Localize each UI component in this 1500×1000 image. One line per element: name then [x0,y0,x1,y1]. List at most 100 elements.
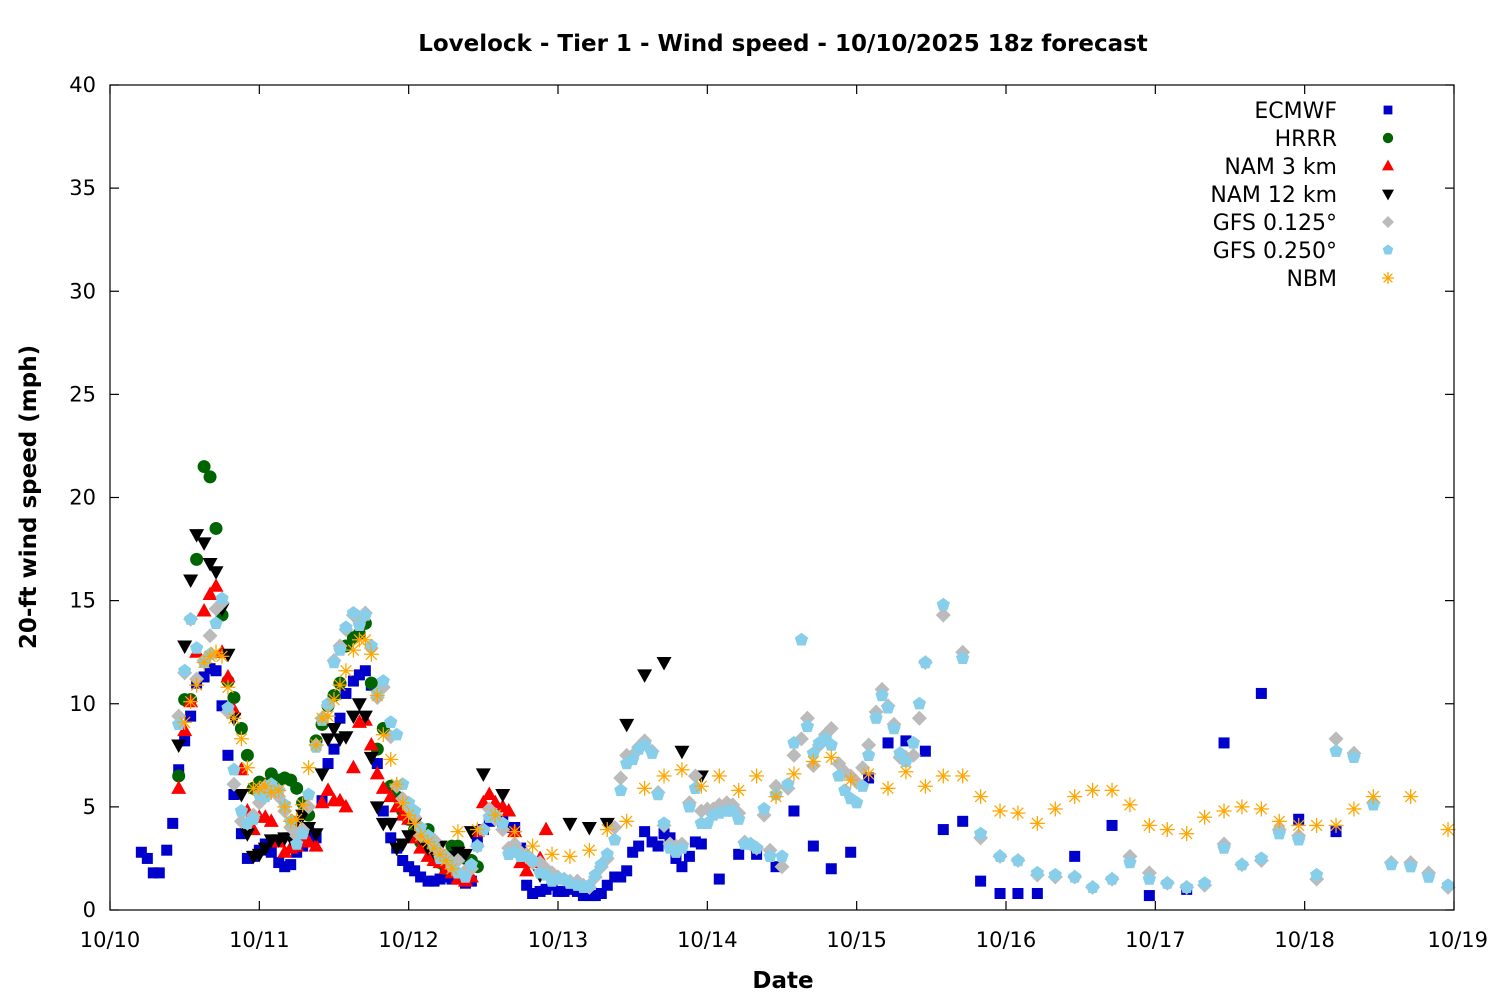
data-point [171,739,187,753]
data-point [333,643,347,656]
data-point [1366,797,1380,811]
data-point [295,809,311,824]
data-point [651,787,665,801]
data-point [469,822,485,838]
data-point [407,815,423,831]
data-point [167,817,179,829]
data-point [308,838,324,852]
data-point [246,812,260,825]
y-axis-label: 20-ft wind speed (mph) [16,345,42,649]
x-tick-label: 10/14 [677,928,738,952]
data-point [1030,865,1044,879]
data-point [687,768,703,784]
data-point [326,723,342,737]
data-point [390,727,404,741]
data-point [1047,801,1063,817]
data-point [1309,817,1325,833]
data-point [695,838,707,850]
data-point [562,848,578,864]
data-point [1048,867,1062,881]
data-point [235,828,247,840]
data-point [788,805,800,817]
data-point [265,846,277,858]
data-point [197,460,211,474]
data-point [289,811,305,827]
data-point [898,764,914,780]
data-point [781,777,795,790]
data-point [1365,789,1381,805]
y-tick-label: 5 [83,795,96,819]
data-point [495,789,511,803]
data-point [221,700,235,714]
data-point [1292,832,1306,846]
legend-item: GFS 0.125° [1213,211,1394,236]
data-point [202,628,218,644]
data-point [301,833,317,848]
data-point [538,821,554,836]
data-point [395,795,411,811]
data-point [633,840,645,852]
data-point [787,735,801,749]
data-point [220,668,236,683]
data-point [899,754,913,768]
data-point [209,521,223,535]
data-point [880,780,896,796]
data-point [824,738,838,751]
data-point [906,735,921,749]
data-point [850,795,864,809]
data-point [843,772,859,788]
data-point [1012,888,1024,899]
data-point [263,813,279,827]
data-point [957,815,969,827]
data-point [359,665,371,677]
data-point [1271,813,1287,829]
data-point [862,748,876,761]
legend: ECMWF HRRR NAM 3 km NAM 12 km GFS 0.125° GFS … [1210,99,1394,292]
data-point [1141,817,1157,833]
data-point [558,885,570,897]
data-point [214,648,230,664]
data-point [1328,817,1344,833]
data-point [956,651,970,664]
data-point [794,632,809,646]
data-point [228,789,240,800]
legend-item: GFS 0.250° [1213,239,1394,264]
data-point [799,710,815,726]
legend-label: GFS 0.125° [1213,211,1337,236]
data-point [805,754,821,769]
data-point [1216,803,1232,819]
y-tick-label: 25 [69,382,96,406]
data-point [893,746,907,759]
data-point [806,746,820,759]
legend-label: ECMWF [1254,99,1337,124]
x-tick-label: 10/17 [1125,928,1186,952]
data-point [481,786,497,800]
data-point [295,797,311,813]
data-point [178,663,192,677]
data-point [422,875,434,887]
data-point [209,616,223,629]
data-point [385,832,397,844]
data-point [408,804,422,817]
data-point [1253,801,1269,817]
data-point [581,822,597,836]
data-point [807,840,819,852]
data-point [1067,789,1083,805]
data-point [540,883,552,895]
data-point [637,669,653,683]
data-point [364,676,378,690]
data-point [296,826,310,840]
data-point [190,552,204,566]
data-point [177,640,193,654]
data-point [975,875,987,887]
data-point [521,879,533,891]
data-point [338,798,354,813]
data-point [637,780,653,796]
data-point [320,708,336,724]
y-tick-label: 40 [69,73,96,97]
data-point [471,832,483,844]
data-point [526,853,540,867]
data-point [135,846,147,858]
data-point [731,782,747,798]
data-point [911,710,927,726]
